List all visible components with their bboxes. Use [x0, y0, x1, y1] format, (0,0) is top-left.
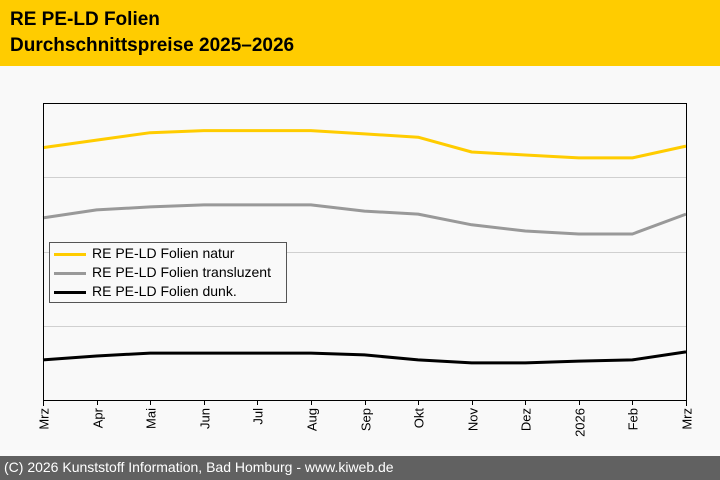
- legend-swatch-dunk: [54, 291, 86, 294]
- legend-label-natur: RE PE-LD Folien natur: [92, 245, 235, 261]
- x-tick-label-5: Aug: [305, 408, 320, 431]
- legend-swatch-natur: [54, 253, 86, 256]
- legend-item-natur: RE PE-LD Folien natur: [54, 245, 286, 263]
- series-line-0: [42, 129, 687, 160]
- x-tick-label-1: Apr: [91, 407, 106, 428]
- series-line-1: [42, 203, 687, 236]
- footer: (C) 2026 Kunststoff Information, Bad Hom…: [0, 456, 720, 480]
- legend-swatch-transluzent: [54, 272, 86, 275]
- x-tick-label-0: Mrz: [37, 408, 52, 430]
- legend-item-transluzent: RE PE-LD Folien transluzent: [54, 264, 286, 282]
- legend-item-dunk: RE PE-LD Folien dunk.: [54, 283, 286, 301]
- chart-legend: RE PE-LD Folien natur RE PE-LD Folien tr…: [49, 242, 287, 303]
- x-tick-label-8: Nov: [466, 408, 481, 432]
- x-tick-label-9: Dez: [519, 408, 534, 431]
- x-tick-label-10: 2026: [573, 408, 588, 437]
- chart-title: RE PE-LD Folien: [10, 9, 160, 30]
- x-tick-label-12: Mrz: [680, 408, 695, 430]
- legend-label-transluzent: RE PE-LD Folien transluzent: [92, 264, 271, 280]
- legend-label-dunk: RE PE-LD Folien dunk.: [92, 283, 237, 299]
- chart-subtitle: Durchschnittspreise 2025–2026: [10, 35, 295, 56]
- x-tick-label-2: Mai: [144, 408, 159, 429]
- x-tick-label-7: Okt: [412, 408, 427, 429]
- x-tick-label-11: Feb: [626, 408, 641, 430]
- x-tick-label-3: Jun: [198, 408, 213, 429]
- chart-header: RE PE-LD Folien Durchschnittspreise 2025…: [0, 0, 720, 66]
- x-tick-label-4: Jul: [251, 408, 266, 425]
- series-line-2: [42, 350, 687, 365]
- copyright-text: (C) 2026 Kunststoff Information, Bad Hom…: [4, 459, 394, 475]
- x-tick-label-6: Sep: [359, 408, 374, 431]
